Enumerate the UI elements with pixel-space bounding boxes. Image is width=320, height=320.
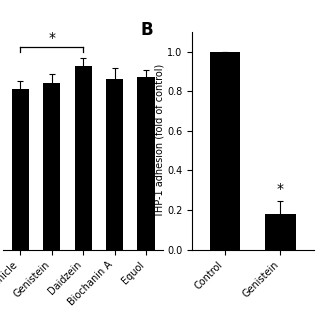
Bar: [137, 77, 155, 250]
Bar: [106, 79, 123, 250]
Bar: [265, 214, 296, 250]
Bar: [43, 83, 60, 250]
Bar: [210, 52, 240, 250]
Bar: [75, 66, 92, 250]
Y-axis label: THP-1 adhesion (fold of control): THP-1 adhesion (fold of control): [154, 64, 164, 218]
Bar: [12, 89, 29, 250]
Text: *: *: [48, 31, 55, 45]
Text: *: *: [277, 182, 284, 196]
Text: B: B: [141, 21, 154, 39]
